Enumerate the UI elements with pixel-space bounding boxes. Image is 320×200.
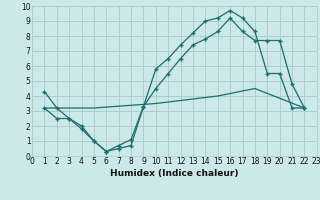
X-axis label: Humidex (Indice chaleur): Humidex (Indice chaleur) xyxy=(110,169,239,178)
